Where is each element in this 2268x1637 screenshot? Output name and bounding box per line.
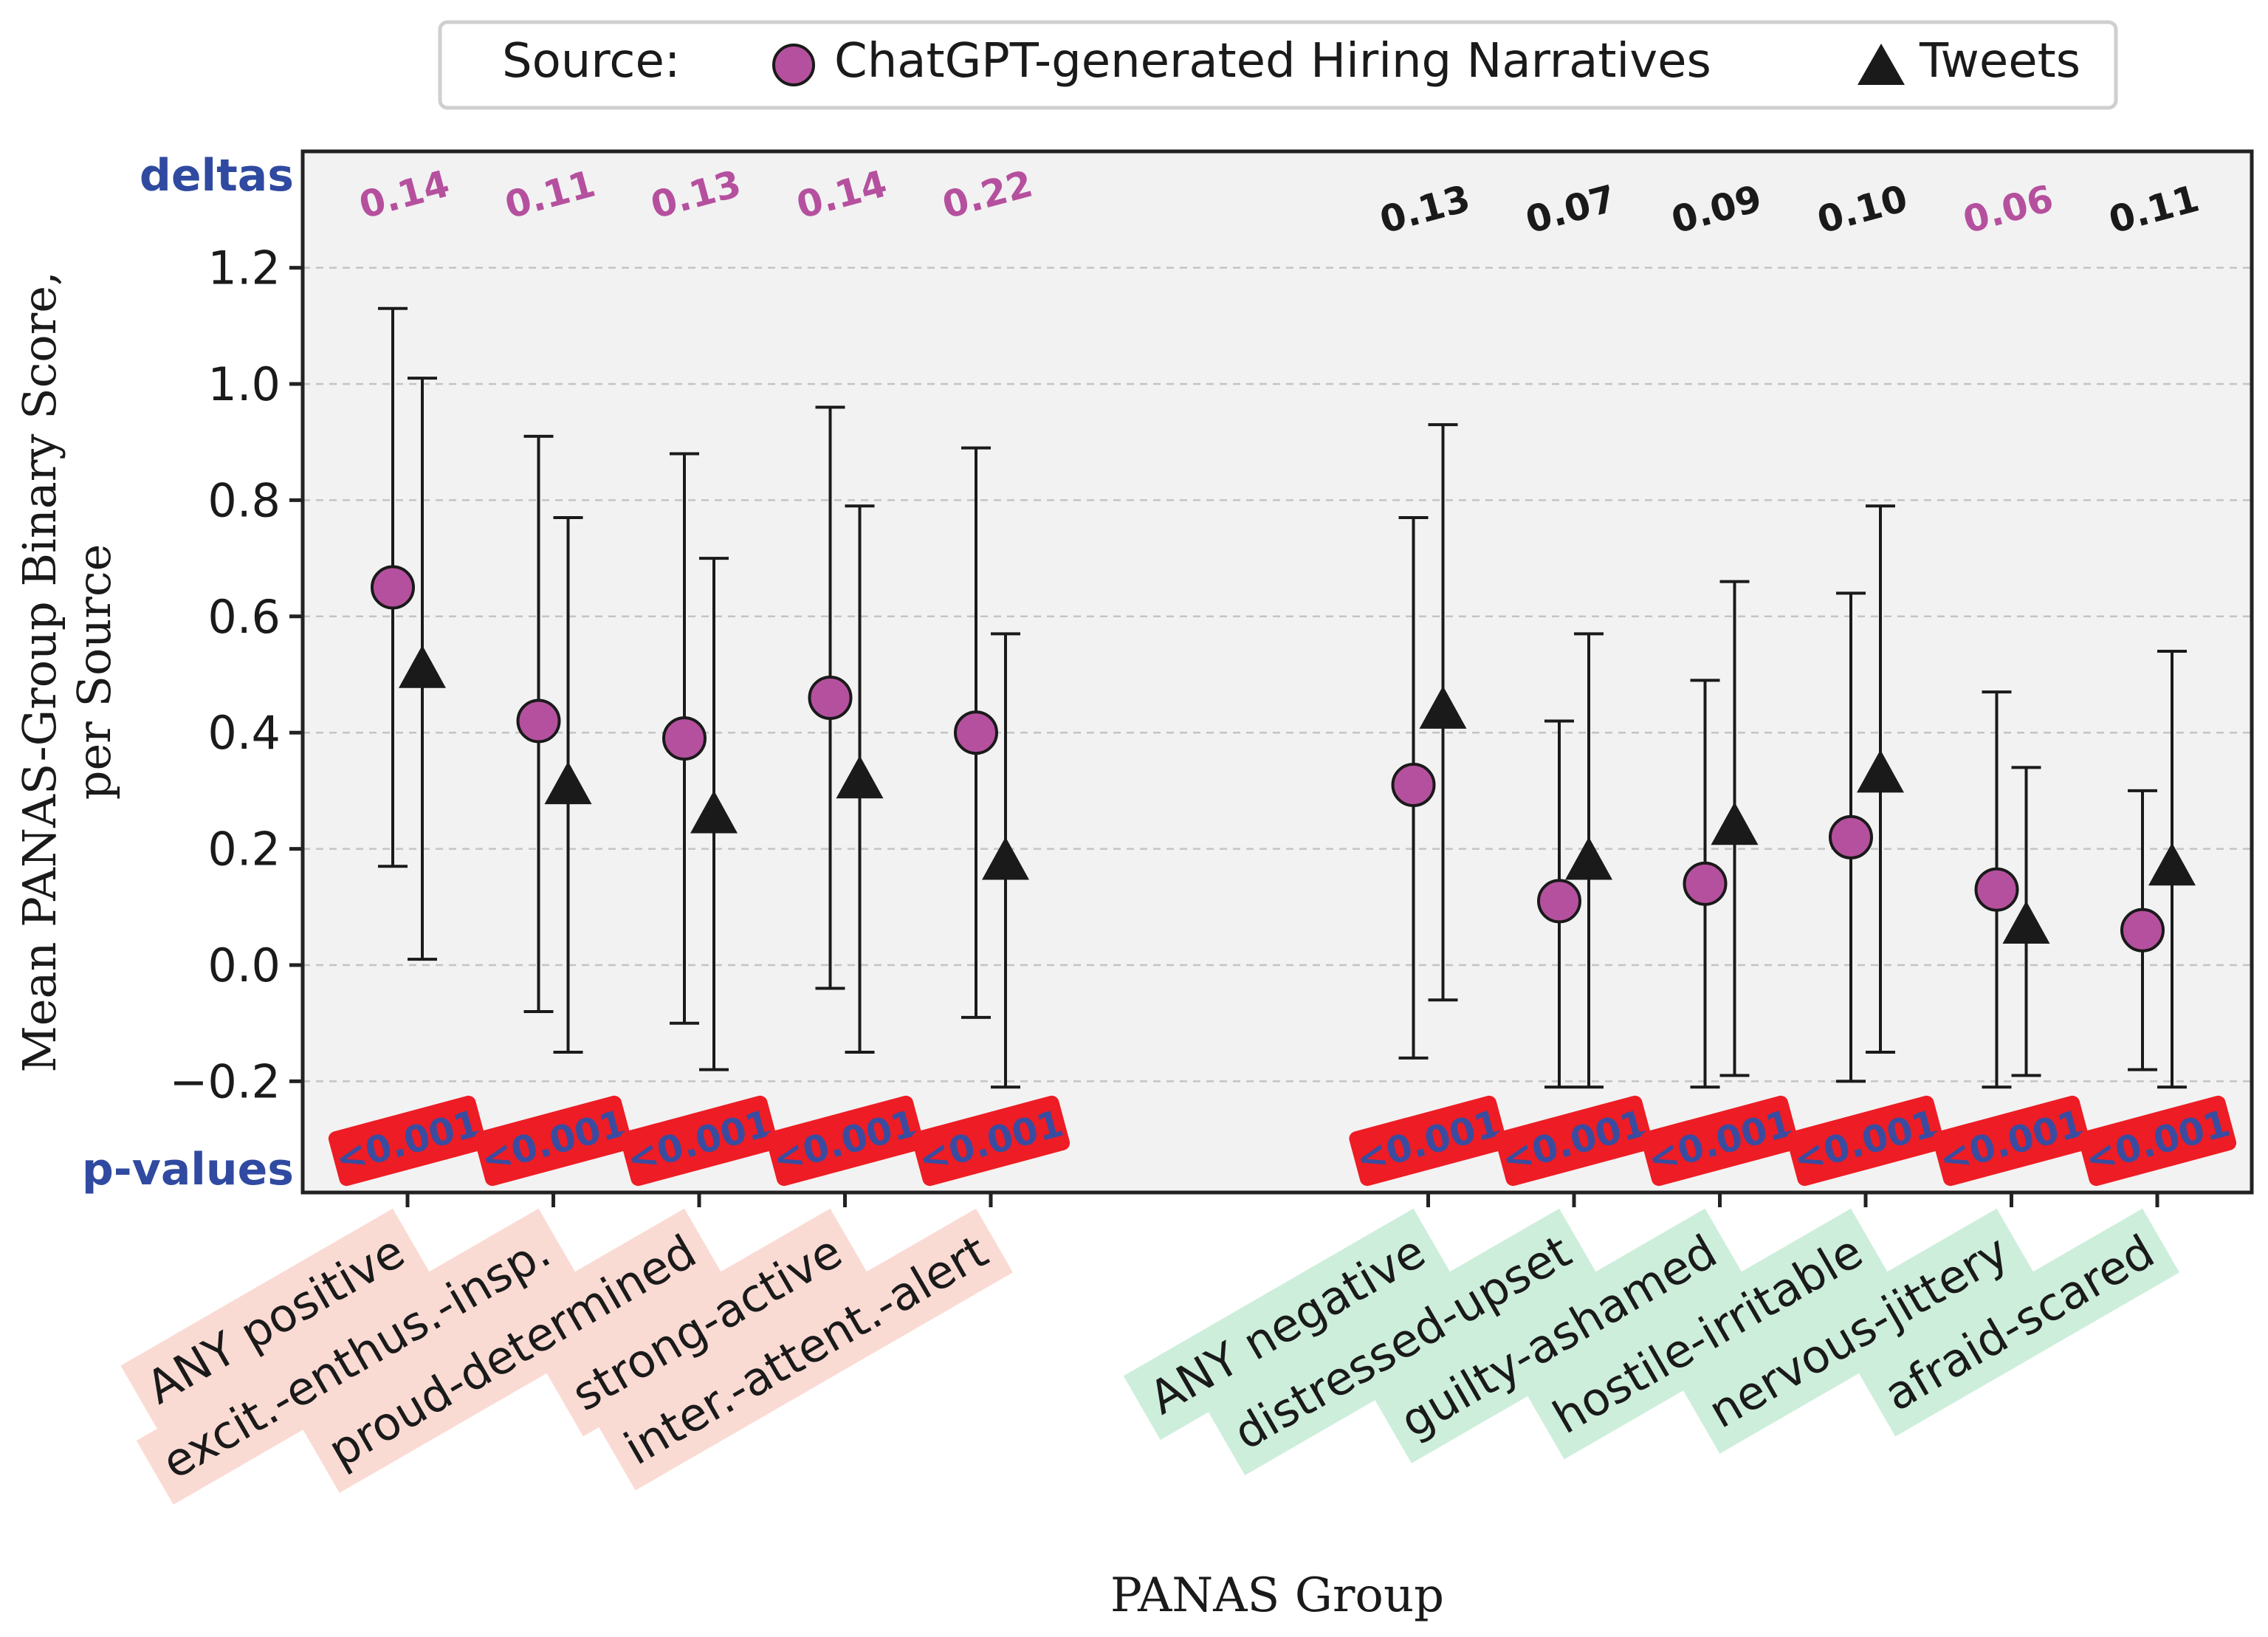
- pvalue-badge-bg: [766, 1095, 924, 1187]
- pvalue-badge-bg: [619, 1095, 779, 1187]
- narratives-point: [1683, 861, 1728, 906]
- pvalue-badge-bg: [911, 1095, 1071, 1187]
- y-tick-label: 1.2: [207, 241, 281, 295]
- legend-narratives-label: ChatGPT-generated Hiring Narratives: [834, 34, 1711, 89]
- data-markers: [371, 565, 2196, 953]
- x-tick-label-bg: [1683, 1208, 2034, 1454]
- x-tick-label-bg: [1374, 1208, 1742, 1463]
- y-tick-label: 0.4: [207, 706, 281, 760]
- y-tick-label: 0.6: [207, 590, 281, 644]
- narratives-point: [954, 710, 998, 755]
- tweets-point: [836, 755, 884, 799]
- pvalue-badge-bg: [1786, 1095, 1945, 1187]
- tweets-point: [690, 790, 738, 834]
- narratives-point: [1391, 763, 1436, 808]
- pvalue-badge-bg: [1494, 1095, 1654, 1187]
- tweets-point: [982, 837, 1029, 880]
- legend-title: Source:: [502, 34, 680, 89]
- y-axis-title-line2: per Source: [67, 544, 121, 800]
- narratives-point: [1829, 814, 1873, 859]
- y-tick-label: 0.8: [207, 473, 281, 527]
- y-axis-title: Mean PANAS-Group Binary Score, per Sourc…: [13, 271, 121, 1072]
- y-axis: −0.2 0.0 0.2 0.4 0.6 0.8 1.0 1.2: [169, 241, 303, 1108]
- deltas-row-label: deltas: [140, 150, 294, 202]
- legend-tweets-label: Tweets: [1919, 34, 2080, 89]
- legend-triangle-marker: [1858, 44, 1905, 85]
- tweets-point: [544, 761, 592, 805]
- narratives-point: [808, 675, 853, 720]
- narratives-point: [371, 565, 415, 610]
- narratives-point: [662, 716, 707, 761]
- x-axis-title: PANAS Group: [1110, 1568, 1444, 1623]
- pvalue-badge-bg: [1640, 1095, 1799, 1187]
- y-tick-label: −0.2: [169, 1054, 281, 1108]
- pvalue-badges: <0.001<0.001<0.001<0.001<0.001 <0.001<0.0…: [328, 1095, 2237, 1187]
- y-axis-title-line1: Mean PANAS-Group Binary Score,: [13, 271, 66, 1072]
- tweets-point: [1565, 837, 1612, 880]
- x-tick-label-bg: [120, 1208, 430, 1430]
- pvalues-row-label: p-values: [82, 1144, 294, 1195]
- narratives-point: [1974, 867, 2019, 912]
- tweets-point: [2148, 842, 2196, 886]
- pvalue-badge-bg: [328, 1095, 487, 1187]
- pvalue-badge-bg: [1349, 1095, 1508, 1187]
- narratives-point: [516, 699, 561, 744]
- narratives-point: [2120, 907, 2165, 953]
- pvalue-badge-bg: [474, 1095, 633, 1187]
- grid-lines: [303, 267, 2252, 1082]
- tweets-point: [1857, 749, 1904, 793]
- x-tick-label-bg: [1527, 1208, 1888, 1460]
- x-tick-label-bg: [136, 1208, 576, 1505]
- narratives-point: [1537, 879, 1581, 924]
- pvalue-badge-bg: [2078, 1095, 2237, 1187]
- plot-frame: [300, 149, 2254, 1195]
- pvalue-badge-bg: [1932, 1095, 2091, 1187]
- legend: Source: ChatGPT-generated Hiring Narrati…: [438, 20, 2118, 110]
- legend-box: [438, 20, 2118, 110]
- x-tick-label-bg: [598, 1208, 1013, 1491]
- tweets-point: [2002, 901, 2050, 944]
- x-tick-label-bg: [1208, 1208, 1596, 1475]
- y-tick-label: 1.0: [207, 357, 281, 411]
- x-tick-label-bg: [546, 1208, 867, 1437]
- tweets-point: [399, 645, 446, 688]
- plot-area: [303, 151, 2252, 1192]
- legend-circle-marker: [772, 44, 815, 86]
- y-tick-label: 0.0: [207, 938, 281, 992]
- x-tick-label-bg: [1858, 1208, 2179, 1437]
- x-tick-label-bg: [1123, 1208, 1451, 1441]
- x-tick-label-bg: [302, 1208, 721, 1493]
- x-axis: [405, 1192, 2159, 1207]
- tweets-point: [1419, 685, 1467, 729]
- y-tick-label: 0.2: [207, 823, 281, 876]
- tweets-point: [1711, 802, 1759, 845]
